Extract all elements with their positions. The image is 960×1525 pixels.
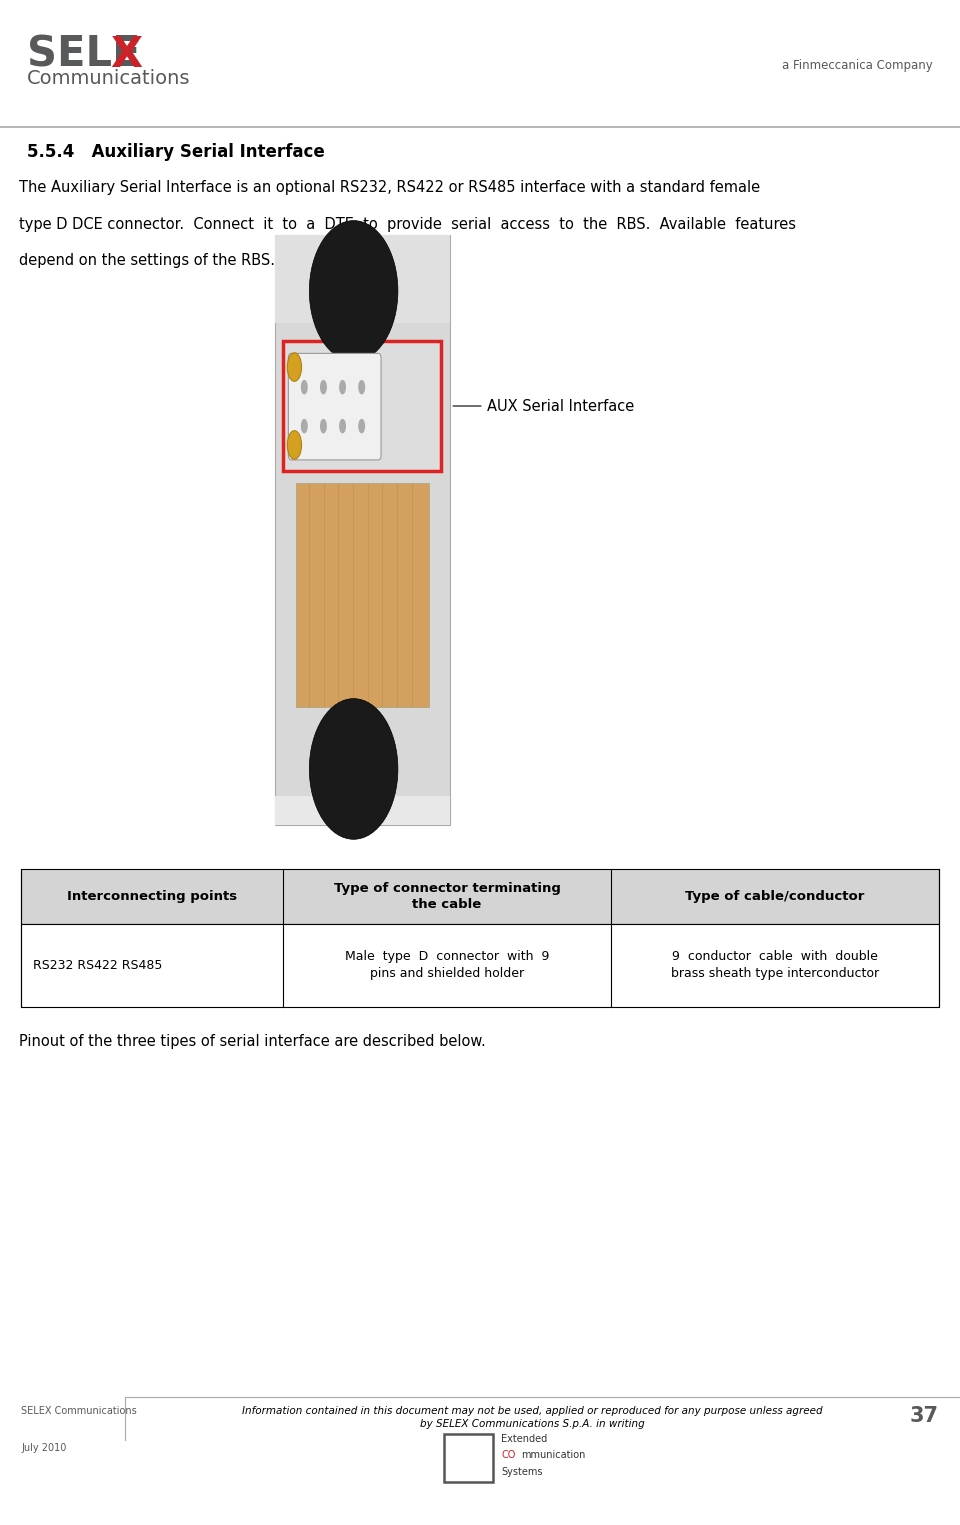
- Ellipse shape: [320, 419, 327, 433]
- Ellipse shape: [300, 419, 308, 433]
- Ellipse shape: [358, 419, 365, 433]
- Text: Systems: Systems: [501, 1467, 542, 1478]
- Bar: [21, 869, 939, 924]
- Text: X: X: [109, 34, 142, 76]
- Text: Communications: Communications: [27, 69, 190, 87]
- Text: mmunication: mmunication: [521, 1450, 586, 1461]
- Text: The Auxiliary Serial Interface is an optional RS232, RS422 or RS485 interface wi: The Auxiliary Serial Interface is an opt…: [19, 180, 760, 195]
- Ellipse shape: [309, 221, 397, 361]
- Text: depend on the settings of the RBS.: depend on the settings of the RBS.: [19, 253, 276, 268]
- Ellipse shape: [287, 352, 301, 381]
- Text: July 2010: July 2010: [21, 1443, 66, 1453]
- Bar: [275, 235, 450, 825]
- Text: Male  type  D  connector  with  9
pins and shielded holder: Male type D connector with 9 pins and sh…: [345, 950, 549, 981]
- Bar: [283, 342, 442, 471]
- Text: Type of connector terminating
the cable: Type of connector terminating the cable: [333, 881, 561, 912]
- Ellipse shape: [300, 380, 308, 395]
- Ellipse shape: [287, 430, 301, 459]
- Ellipse shape: [339, 380, 346, 395]
- Text: Interconnecting points: Interconnecting points: [67, 891, 237, 903]
- Ellipse shape: [320, 380, 327, 395]
- Text: RS232 RS422 RS485: RS232 RS422 RS485: [33, 959, 162, 971]
- Bar: [275, 796, 450, 825]
- Ellipse shape: [309, 698, 397, 839]
- Text: 9  conductor  cable  with  double
brass sheath type interconductor: 9 conductor cable with double brass shea…: [671, 950, 879, 981]
- Text: SELE: SELE: [27, 34, 140, 76]
- Text: 5.5.4   Auxiliary Serial Interface: 5.5.4 Auxiliary Serial Interface: [27, 143, 324, 162]
- Text: ECOS: ECOS: [444, 1449, 493, 1467]
- Text: Information contained in this document may not be used, applied or reproduced fo: Information contained in this document m…: [243, 1406, 823, 1429]
- Text: SELEX Communications: SELEX Communications: [21, 1406, 137, 1417]
- Bar: [296, 483, 429, 708]
- Text: Pinout of the three tipes of serial interface are described below.: Pinout of the three tipes of serial inte…: [19, 1034, 486, 1049]
- Text: AUX Serial Interface: AUX Serial Interface: [487, 398, 634, 413]
- Text: Type of cable/conductor: Type of cable/conductor: [685, 891, 865, 903]
- Bar: [275, 235, 450, 323]
- Ellipse shape: [358, 380, 365, 395]
- Text: CO: CO: [501, 1450, 516, 1461]
- Ellipse shape: [339, 419, 346, 433]
- Text: Extended: Extended: [501, 1434, 547, 1444]
- Bar: [21, 924, 939, 1006]
- Bar: [444, 1434, 493, 1482]
- Text: type D DCE connector.  Connect  it  to  a  DTE  to  provide  serial  access  to : type D DCE connector. Connect it to a DT…: [19, 217, 796, 232]
- Text: a Finmeccanica Company: a Finmeccanica Company: [782, 59, 933, 73]
- Text: 37: 37: [910, 1406, 939, 1426]
- FancyBboxPatch shape: [288, 354, 381, 461]
